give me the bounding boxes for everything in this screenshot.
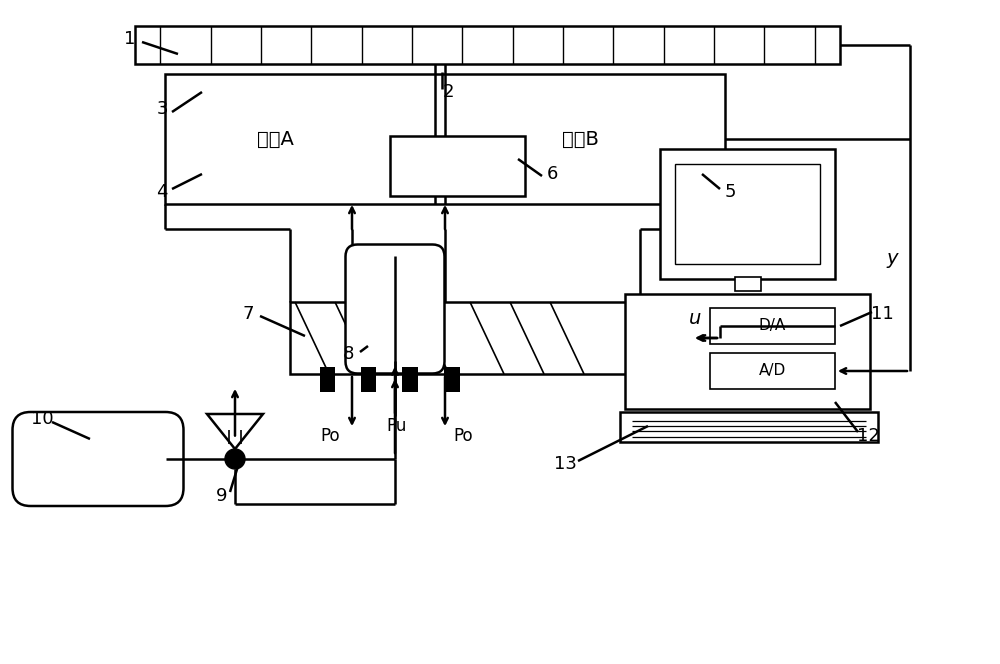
Bar	[625, 294, 870, 409]
Bar	[165, 74, 725, 204]
Bar	[710, 353, 835, 389]
Circle shape	[225, 449, 245, 469]
Text: u: u	[689, 309, 701, 329]
Bar	[290, 302, 640, 374]
Bar	[734, 277, 761, 291]
FancyBboxPatch shape	[12, 412, 184, 506]
FancyBboxPatch shape	[346, 244, 444, 373]
Bar	[320, 367, 335, 392]
Text: 12: 12	[857, 427, 879, 445]
Text: 气腔A: 气腔A	[257, 129, 293, 149]
Text: Pu: Pu	[387, 417, 407, 435]
Text: A/D: A/D	[759, 363, 786, 378]
Text: 5: 5	[724, 183, 736, 201]
Bar	[620, 412, 878, 442]
Text: 7: 7	[242, 305, 254, 323]
Text: 6: 6	[546, 165, 558, 183]
Bar	[675, 164, 820, 264]
Text: 8: 8	[342, 345, 354, 363]
Bar	[444, 367, 460, 392]
Bar	[390, 136, 525, 196]
Bar	[644, 309, 692, 367]
Text: Po: Po	[453, 427, 473, 445]
Text: Po: Po	[320, 427, 340, 445]
Bar	[135, 26, 840, 64]
Text: 1: 1	[124, 30, 136, 48]
Text: 4: 4	[156, 183, 168, 201]
Text: 2: 2	[442, 83, 454, 101]
Text: 9: 9	[216, 487, 228, 505]
Bar	[660, 149, 835, 279]
Text: y: y	[886, 250, 898, 268]
Text: 13: 13	[554, 455, 576, 473]
Text: 气腔B: 气腔B	[562, 129, 598, 149]
Bar	[360, 367, 376, 392]
Text: 3: 3	[156, 100, 168, 118]
Text: 11: 11	[871, 305, 893, 323]
Text: D/A: D/A	[759, 319, 786, 333]
Text: 10: 10	[31, 410, 53, 428]
Bar	[402, 367, 418, 392]
Bar	[710, 308, 835, 344]
